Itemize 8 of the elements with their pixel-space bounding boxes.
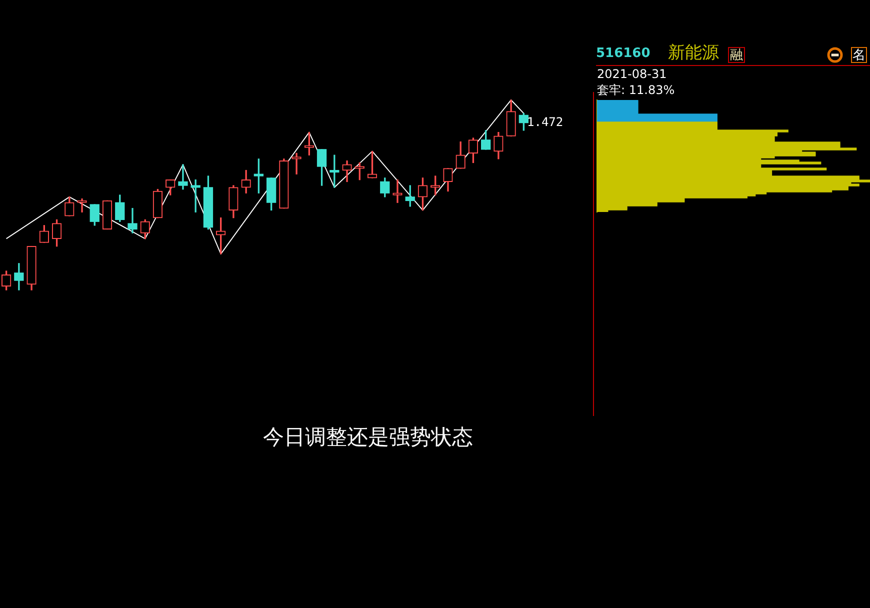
text: 名 bbox=[851, 47, 867, 63]
text: 516160 bbox=[596, 46, 650, 61]
text: 今日调整还是强势状态 bbox=[263, 425, 473, 449]
annotation: 1.472 bbox=[527, 115, 564, 129]
text: 融 bbox=[728, 47, 745, 63]
text: 新能源 bbox=[668, 43, 719, 63]
text: 2021-08-31 bbox=[597, 67, 667, 81]
text: 套牢: 11.83% bbox=[597, 83, 675, 97]
